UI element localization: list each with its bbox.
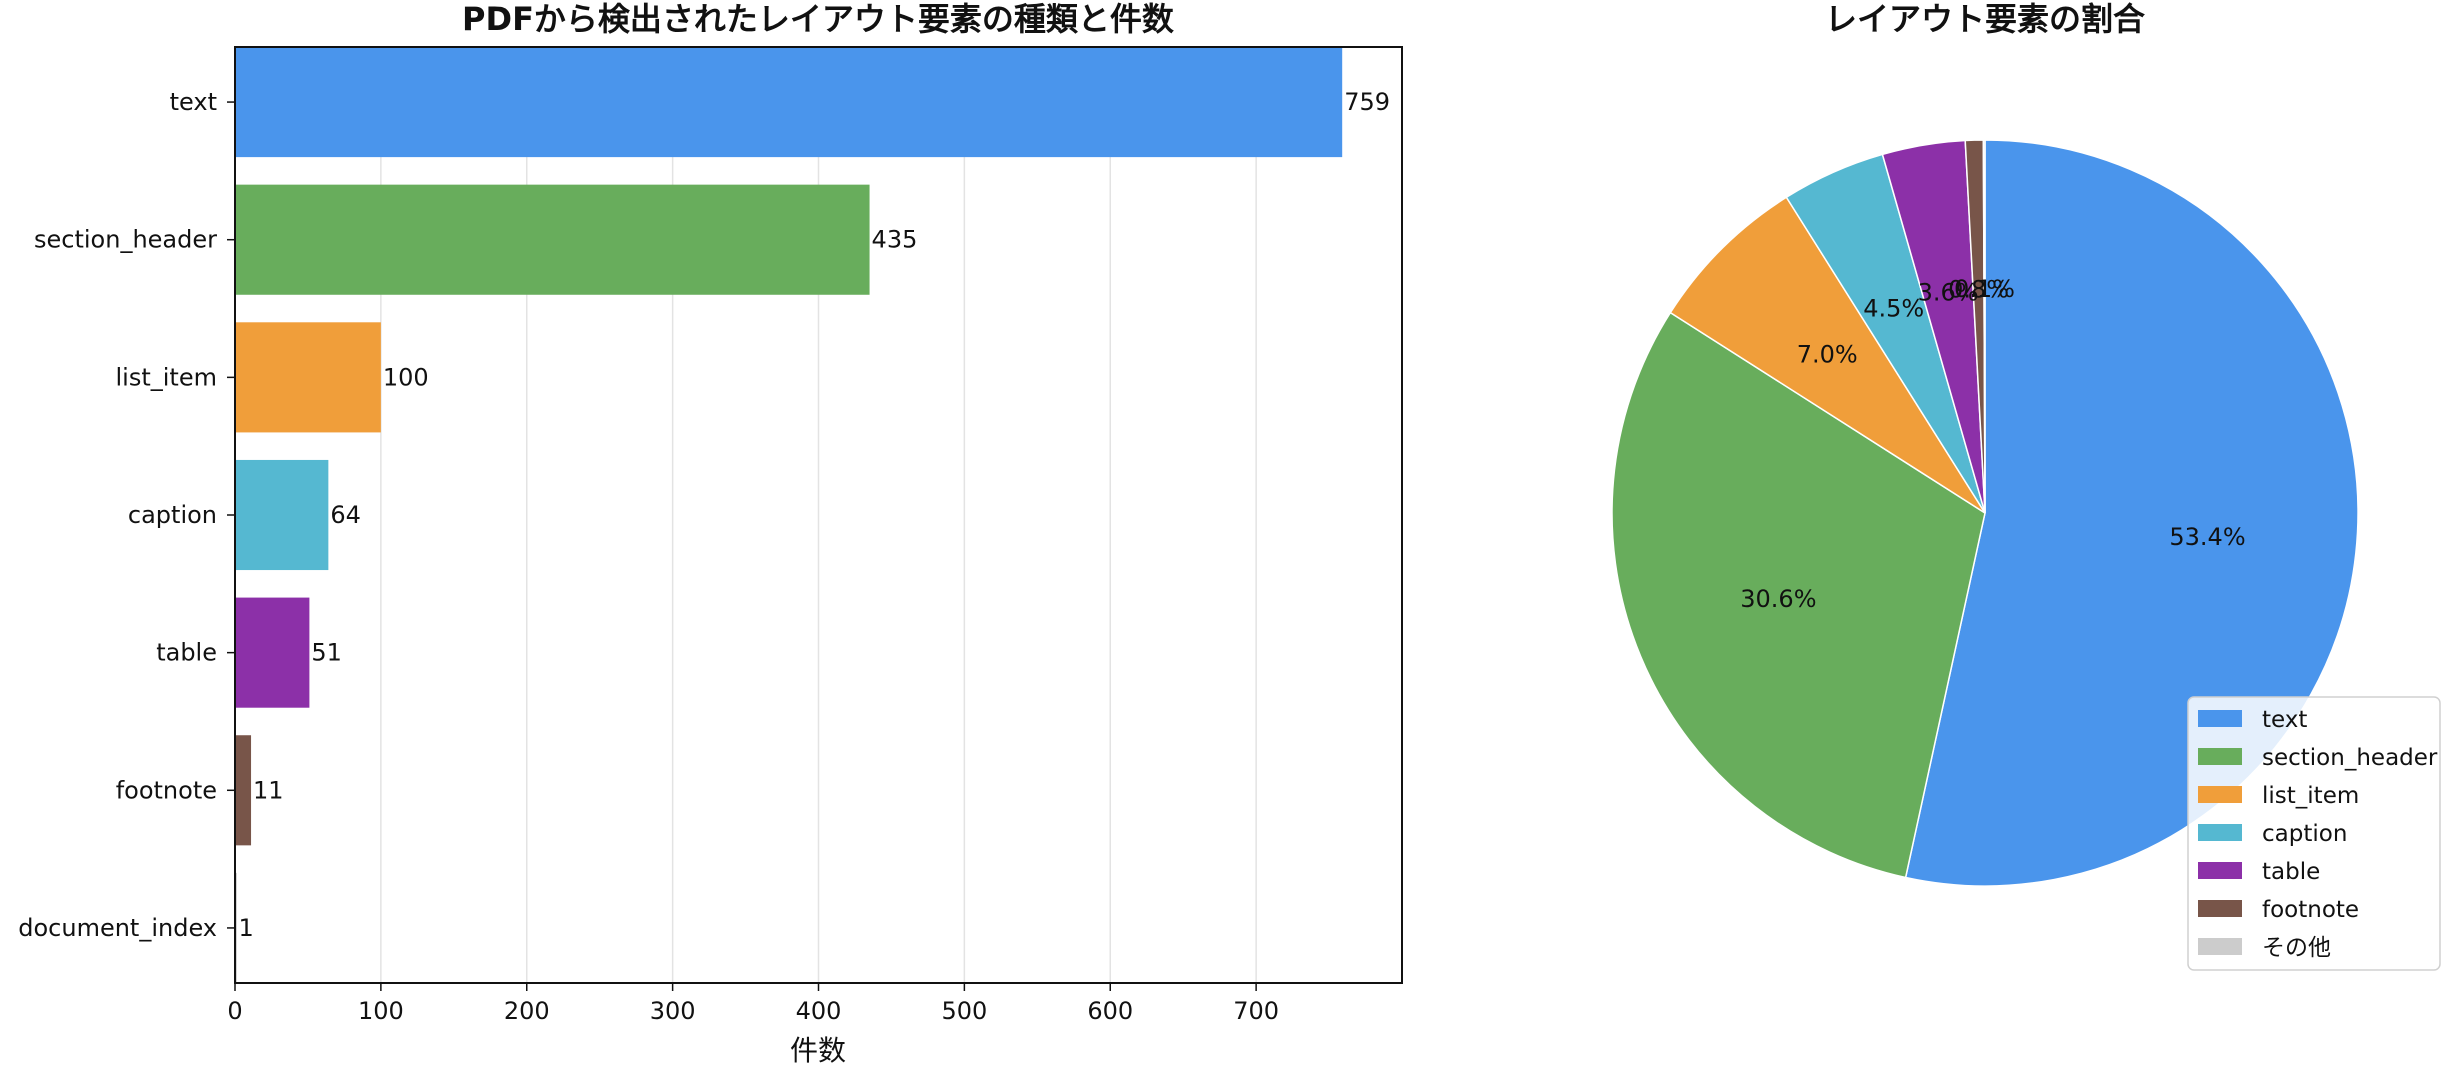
legend-label: text xyxy=(2262,707,2307,733)
legend-label: list_item xyxy=(2262,783,2359,809)
bar-section-header xyxy=(235,184,870,295)
legend-swatch-footnote xyxy=(2198,900,2242,917)
pie-percent-label: 4.5% xyxy=(1863,295,1924,323)
pie-chart: レイアウト要素の割合 53.4% 30.6% 7.0%4.5%3.6%0.8%0.1… xyxy=(1611,0,2441,971)
bar-value-label-list-item: 100 xyxy=(383,363,429,391)
bar-value-label-text: 759 xyxy=(1344,88,1390,116)
legend-swatch-text xyxy=(2198,710,2242,727)
bar-value-label-section-header: 435 xyxy=(872,226,918,254)
x-tick-label: 300 xyxy=(650,997,696,1025)
legend-swatch-- xyxy=(2198,938,2242,955)
x-tick-label: 500 xyxy=(941,997,987,1025)
pie-percent-label: 0.1% xyxy=(1954,275,2015,303)
bar-list-item xyxy=(235,322,381,433)
bar-chart-x-axis-label: 件数 xyxy=(790,1034,846,1067)
legend-label: footnote xyxy=(2262,897,2359,923)
legend-swatch-section-header xyxy=(2198,748,2242,765)
bar-chart-title: PDFから検出されたレイアウト要素の種類と件数 xyxy=(462,0,1175,38)
y-tick-label-document-index: document_index xyxy=(18,914,217,942)
pie-chart-title: レイアウト要素の割合 xyxy=(1825,0,2145,38)
y-tick-label-section-header: section_header xyxy=(34,226,217,254)
y-tick-label-caption: caption xyxy=(128,501,217,529)
legend-label: section_header xyxy=(2262,745,2438,771)
pie-slice-list-item xyxy=(1669,196,1986,514)
bar-chart: PDFから検出されたレイアウト要素の種類と件数 7594351006451111… xyxy=(18,0,1403,1067)
x-tick-label: 200 xyxy=(504,997,550,1025)
pie-percent-label: 3.6% xyxy=(1918,278,1979,306)
bar-text xyxy=(235,47,1343,158)
pie-chart-percent-labels: 53.4% 30.6% 7.0%4.5%3.6%0.8%0.1% xyxy=(1740,275,2245,613)
x-tick-label: 0 xyxy=(227,997,242,1025)
y-tick-label-footnote: footnote xyxy=(116,776,217,804)
pie-percent-label: 53.4% xyxy=(2169,523,2245,551)
legend-swatch-table xyxy=(2198,862,2242,879)
pie-percent-label: 0.8% xyxy=(1948,275,2009,303)
bar-value-label-document-index: 1 xyxy=(238,914,253,942)
bar-caption xyxy=(235,459,329,571)
pie-slice-- xyxy=(1982,139,1986,514)
pie-percent-label: 7.0% xyxy=(1797,340,1858,368)
y-tick-label-list-item: list_item xyxy=(116,363,217,391)
bar-value-label-footnote: 11 xyxy=(253,776,284,804)
y-tick-label-text: text xyxy=(170,88,217,116)
legend-box xyxy=(2187,696,2441,971)
legend-swatch-list-item xyxy=(2198,786,2242,803)
bar-table xyxy=(235,597,310,708)
x-tick-label: 400 xyxy=(796,997,842,1025)
bar-chart-bars xyxy=(235,47,1343,983)
bar-footnote xyxy=(235,735,252,846)
bar-value-label-table: 51 xyxy=(311,639,342,667)
y-tick-label-table: table xyxy=(156,639,217,667)
legend-label: その他 xyxy=(2262,935,2331,961)
legend-swatch-caption xyxy=(2198,824,2242,841)
legend-label: table xyxy=(2262,859,2320,885)
bar-chart-x-tick-labels: 0 100 200 300 400 500 600 700 xyxy=(227,983,1279,1025)
x-tick-label: 600 xyxy=(1087,997,1133,1025)
legend-label: caption xyxy=(2262,821,2347,847)
pie-percent-label: 30.6% xyxy=(1740,585,1816,613)
x-tick-label: 100 xyxy=(358,997,404,1025)
bar-chart-frame xyxy=(234,46,1403,984)
x-tick-label: 700 xyxy=(1233,997,1279,1025)
bar-value-label-caption: 64 xyxy=(330,501,361,529)
